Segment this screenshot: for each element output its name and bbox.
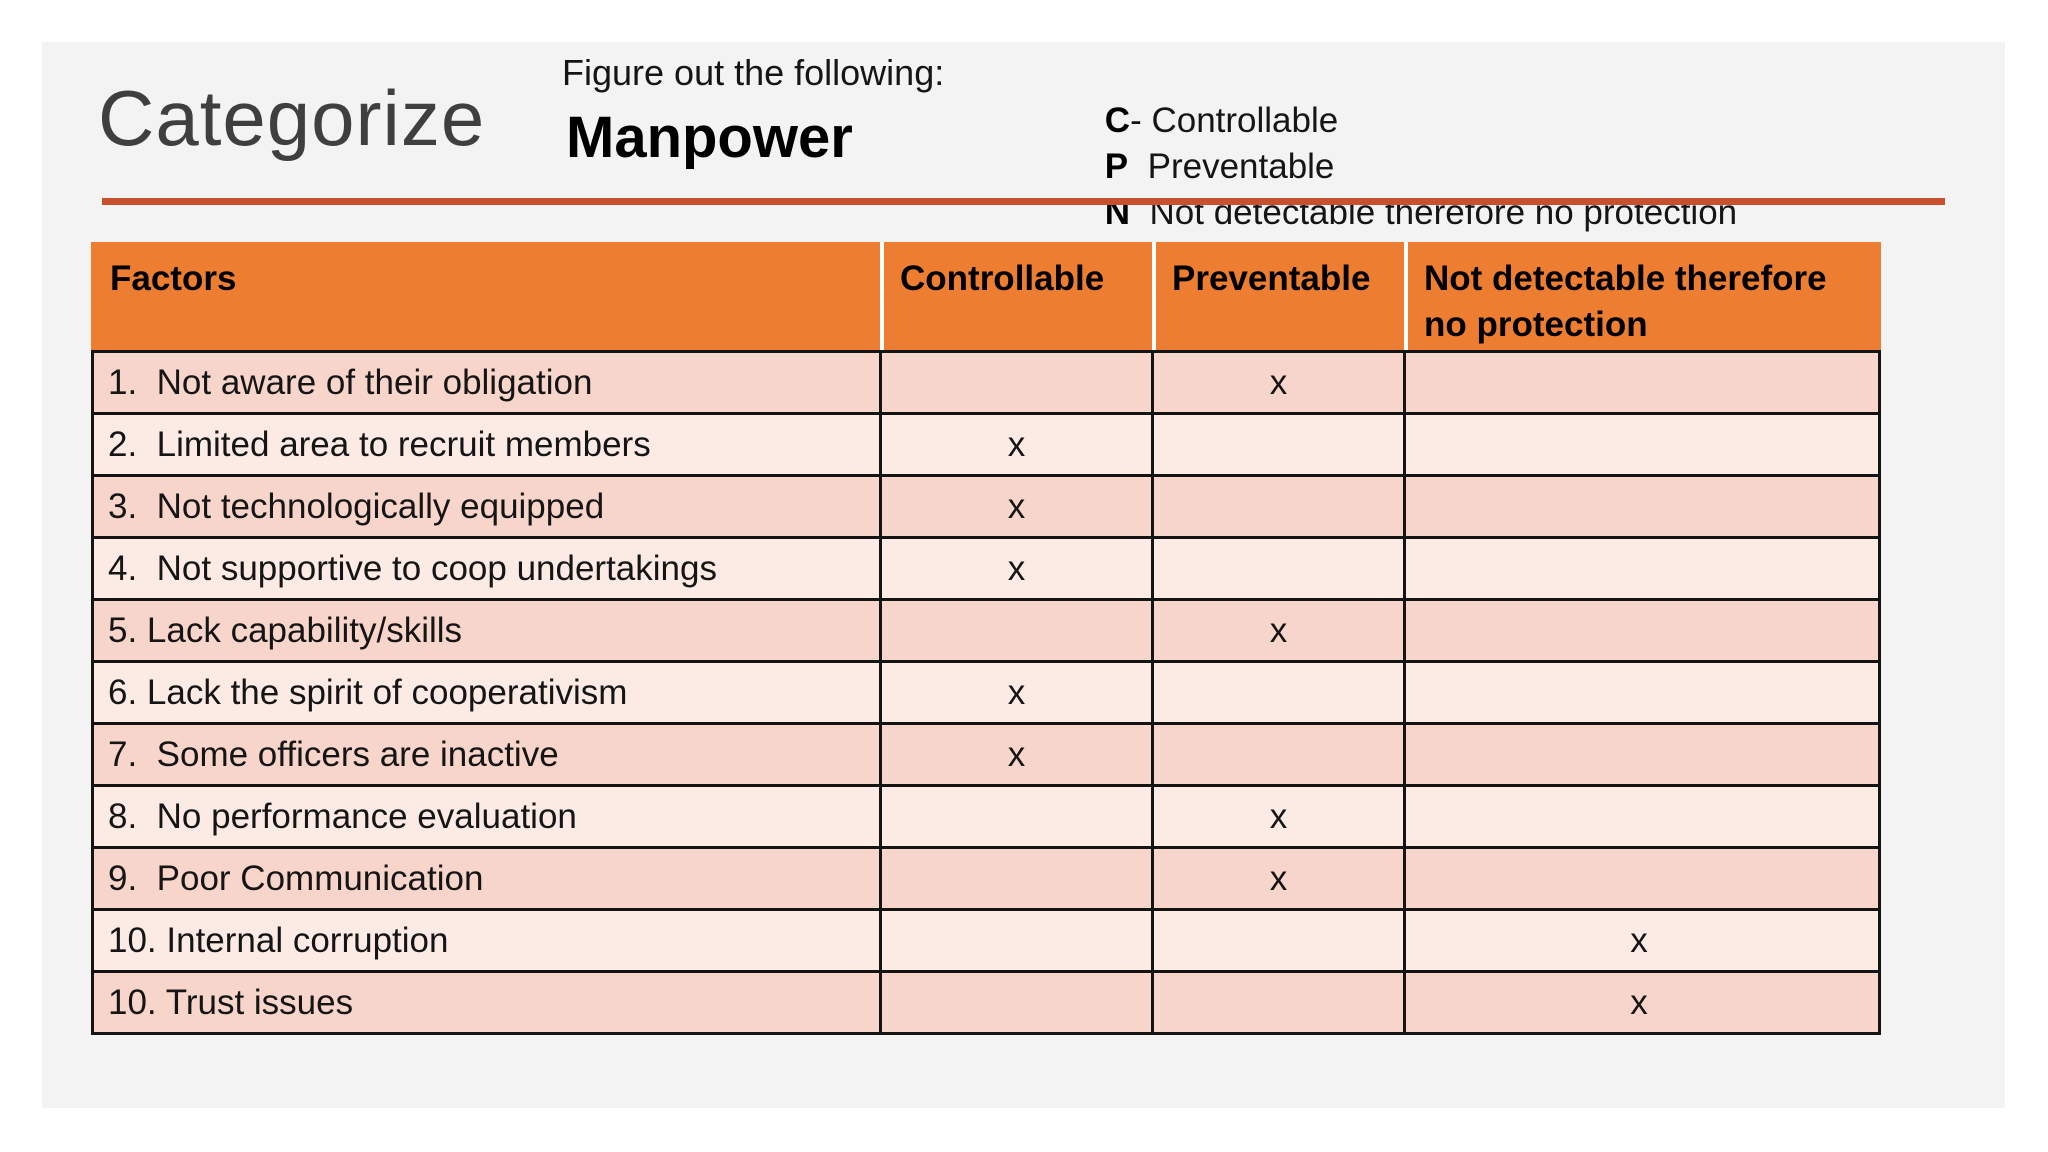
legend: C- Controllable P Preventable N Not dete… [1027, 52, 1737, 232]
mark-cell-controllable: x [882, 477, 1154, 536]
legend-item-controllable: C- Controllable [1027, 52, 1737, 140]
factor-cell: 1. Not aware of their obligation [94, 353, 882, 412]
mark-cell-not-detectable [1406, 353, 1872, 412]
title-divider [102, 198, 1945, 205]
mark-cell-not-detectable [1406, 601, 1872, 660]
table-row: 1. Not aware of their obligation x [94, 353, 1878, 415]
mark-cell-not-detectable [1406, 787, 1872, 846]
prompt-label: Figure out the following: [562, 52, 945, 93]
mark-cell-preventable [1154, 725, 1406, 784]
table-row: 8. No performance evaluation x [94, 787, 1878, 849]
mark-cell-controllable [882, 787, 1154, 846]
legend-item-preventable: P Preventable [1027, 98, 1737, 186]
slide: Categorize Figure out the following: Man… [42, 42, 2005, 1108]
factor-cell: 10. Trust issues [94, 973, 882, 1032]
factor-cell: 6. Lack the spirit of cooperativism [94, 663, 882, 722]
mark-cell-preventable [1154, 415, 1406, 474]
mark-cell-controllable [882, 849, 1154, 908]
table-row: 9. Poor Communication x [94, 849, 1878, 911]
mark-cell-not-detectable [1406, 539, 1872, 598]
mark-cell-preventable: x [1154, 787, 1406, 846]
legend-text: - Controllable [1130, 101, 1339, 140]
mark-cell-controllable [882, 973, 1154, 1032]
table-row: 4. Not supportive to coop undertakings x [94, 539, 1878, 601]
mark-cell-controllable: x [882, 539, 1154, 598]
factor-cell: 8. No performance evaluation [94, 787, 882, 846]
factor-cell: 10. Internal corruption [94, 911, 882, 970]
mark-cell-preventable [1154, 663, 1406, 722]
mark-cell-not-detectable [1406, 663, 1872, 722]
mark-cell-preventable [1154, 911, 1406, 970]
mark-cell-not-detectable [1406, 477, 1872, 536]
table-row: 7. Some officers are inactive x [94, 725, 1878, 787]
factor-cell: 7. Some officers are inactive [94, 725, 882, 784]
mark-cell-preventable [1154, 973, 1406, 1032]
table-row: 6. Lack the spirit of cooperativism x [94, 663, 1878, 725]
mark-cell-preventable: x [1154, 849, 1406, 908]
table-body: 1. Not aware of their obligation x 2. Li… [91, 350, 1881, 1035]
subject-title: Manpower [566, 105, 853, 170]
legend-key: C [1104, 101, 1131, 140]
mark-cell-preventable: x [1154, 601, 1406, 660]
mark-cell-controllable: x [882, 663, 1154, 722]
mark-cell-controllable [882, 911, 1154, 970]
mark-cell-not-detectable [1406, 725, 1872, 784]
table-row: 5. Lack capability/skills x [94, 601, 1878, 663]
header-cell-factors: Factors [94, 242, 884, 350]
mark-cell-controllable: x [882, 415, 1154, 474]
mark-cell-preventable [1154, 539, 1406, 598]
factor-cell: 2. Limited area to recruit members [94, 415, 882, 474]
mark-cell-not-detectable [1406, 415, 1872, 474]
factor-cell: 4. Not supportive to coop undertakings [94, 539, 882, 598]
table-row: 10. Internal corruption x [94, 911, 1878, 973]
mark-cell-not-detectable: x [1630, 982, 1648, 1022]
mark-cell-not-detectable: x [1630, 920, 1648, 960]
legend-text: Preventable [1128, 147, 1335, 186]
mark-cell-controllable [882, 601, 1154, 660]
mark-cell-controllable [882, 353, 1154, 412]
factor-cell: 5. Lack capability/skills [94, 601, 882, 660]
header-cell-preventable: Preventable [1156, 242, 1408, 350]
table-row: 2. Limited area to recruit members x [94, 415, 1878, 477]
table-row: 3. Not technologically equipped x [94, 477, 1878, 539]
mark-cell-preventable: x [1154, 353, 1406, 412]
header-cell-not-detectable: Not detectable therefore no protection [1424, 259, 1827, 344]
page-title: Categorize [98, 74, 486, 162]
mark-cell-preventable [1154, 477, 1406, 536]
factor-cell: 3. Not technologically equipped [94, 477, 882, 536]
table-header: Factors Controllable Preventable Not det… [91, 242, 1881, 350]
factor-cell: 9. Poor Communication [94, 849, 882, 908]
factors-table: Factors Controllable Preventable Not det… [91, 242, 1881, 1035]
table-row: 10. Trust issues x [94, 973, 1878, 1032]
mark-cell-controllable: x [882, 725, 1154, 784]
legend-key: P [1104, 147, 1129, 186]
mark-cell-not-detectable [1406, 849, 1872, 908]
header-cell-controllable: Controllable [884, 242, 1156, 350]
